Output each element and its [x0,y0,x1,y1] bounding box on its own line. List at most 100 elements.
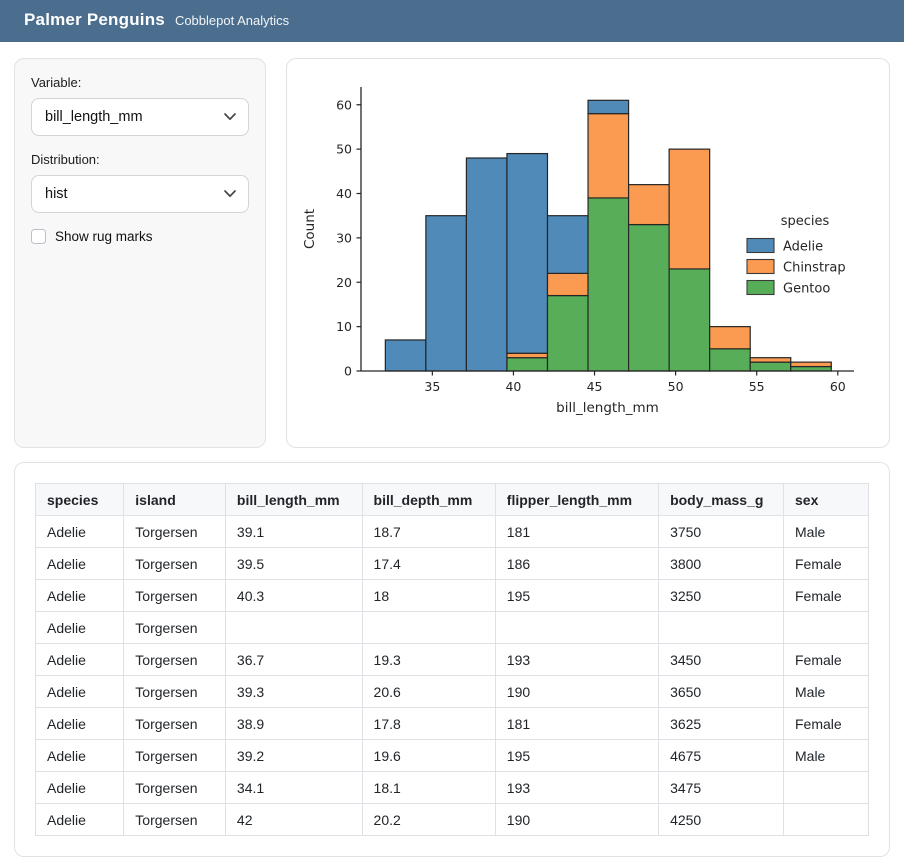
rug-checkbox[interactable] [31,229,46,244]
legend-label: Adelie [783,240,823,255]
histogram-bar-chinstrap [627,184,670,226]
table-cell: Torgersen [123,611,226,644]
table-cell: Female [783,707,869,740]
table-cell: 20.2 [361,803,496,836]
table-cell: 181 [494,707,660,740]
x-tick-label: 55 [749,379,765,394]
y-axis-label: Count [302,209,318,249]
table-cell: Male [783,515,869,548]
table-row: Adelie Torgersen 40.3 18 195 3250 Female [34,579,869,612]
column-header-body_mass_g: body_mass_g [658,483,784,516]
sidebar: Variable: bill_length_mm Distribution: h… [14,58,266,448]
table-cell: 40.3 [224,579,363,612]
histogram-bar-chinstrap [749,357,792,363]
table-cell: 3800 [658,547,784,580]
table-cell: 42 [224,803,363,836]
table-row: Adelie Torgersen 42 20.2 190 4250 [34,803,869,836]
table-cell [783,803,869,836]
x-axis-label: bill_length_mm [556,400,659,416]
table-cell: 195 [494,739,660,772]
distribution-select-value: hist [45,186,68,202]
table-cell: Torgersen [123,675,226,708]
column-header-flipper_length_mm: flipper_length_mm [494,483,660,516]
table-cell: 3650 [658,675,784,708]
app-title: Palmer Penguins [24,10,165,29]
table-cell: Adelie [34,547,125,580]
table-cell: Adelie [34,803,125,836]
table-row: Adelie Torgersen 36.7 19.3 193 3450 Female [34,643,869,676]
table-row: Adelie Torgersen 39.5 17.4 186 3800 Female [34,547,869,580]
histogram-bar-chinstrap [546,272,589,297]
table-cell: 39.1 [224,515,363,548]
table-cell: Torgersen [123,579,226,612]
table-cell: 193 [494,643,660,676]
variable-select[interactable]: bill_length_mm [31,98,249,136]
plot-card: 0 10 20 30 40 50 60 35 40 45 50 55 60 bill_length_mm C… [286,58,890,448]
variable-label: Variable: [31,75,82,90]
table-cell: 181 [494,515,660,548]
table-cell: Adelie [34,515,125,548]
column-header-island: island [123,483,226,516]
column-header-species: species [34,483,125,516]
histogram-bar-gentoo [506,357,549,372]
table-cell: 3250 [658,579,784,612]
table-cell: Adelie [34,707,125,740]
histogram-bar-gentoo [749,361,792,372]
table-cell: Adelie [34,739,125,772]
x-tick-label: 60 [830,379,846,394]
table-cell: Adelie [34,675,125,708]
app-header: Palmer Penguins Cobblepot Analytics [0,0,904,42]
y-tick-label: 20 [336,275,352,290]
column-header-bill_length_mm: bill_length_mm [224,483,363,516]
table-cell [783,771,869,804]
histogram-bar-adelie [587,99,630,115]
y-tick-label: 10 [336,319,352,334]
table-cell [361,611,496,644]
histogram-bar-chinstrap [668,148,711,270]
table-cell [224,611,363,644]
table-cell [783,611,869,644]
page-content: Variable: bill_length_mm Distribution: h… [0,42,904,857]
distribution-select[interactable]: hist [31,175,249,213]
table-cell: 3625 [658,707,784,740]
table-row: Adelie Torgersen 39.1 18.7 181 3750 Male [34,515,869,548]
table-cell: 193 [494,771,660,804]
legend-swatch-gentoo [746,279,775,296]
legend-swatch-chinstrap [746,258,775,275]
table-cell: 190 [494,803,660,836]
x-tick-label: 35 [424,379,440,394]
table-cell: 3750 [658,515,784,548]
table-cell: 18.7 [361,515,496,548]
table-cell: Female [783,547,869,580]
column-header-bill_depth_mm: bill_depth_mm [361,483,496,516]
chevron-down-icon [224,113,236,121]
table-cell: Adelie [34,611,125,644]
chevron-down-icon [224,190,236,198]
histogram-bar-adelie [506,152,549,354]
histogram-bar-gentoo [790,365,832,372]
table-cell: 39.5 [224,547,363,580]
histogram-bar-adelie [546,215,589,274]
table-cell: Torgersen [123,547,226,580]
histogram-bar-chinstrap [587,113,630,199]
penguin-table: species island bill_length_mm bill_depth_mm… [34,483,869,836]
histogram-bar-chinstrap [506,352,549,359]
x-tick-label: 45 [587,379,603,394]
table-cell: Torgersen [123,707,226,740]
y-tick-label: 40 [336,186,352,201]
histogram-bar-gentoo [587,197,630,372]
table-cell: 38.9 [224,707,363,740]
legend-title: species [781,214,830,229]
table-row: Adelie Torgersen [34,611,869,644]
histogram-bar-gentoo [668,268,711,372]
table-cell: 3450 [658,643,784,676]
table-cell: 19.3 [361,643,496,676]
histogram-bar-gentoo [546,294,589,372]
table-cell: 20.6 [361,675,496,708]
table-cell: Adelie [34,579,125,612]
table-cell: Torgersen [123,643,226,676]
table-row: Adelie Torgersen 39.2 19.6 195 4675 Male [34,739,869,772]
table-cell: 190 [494,675,660,708]
table-cell: Torgersen [123,739,226,772]
table-cell: Torgersen [123,515,226,548]
